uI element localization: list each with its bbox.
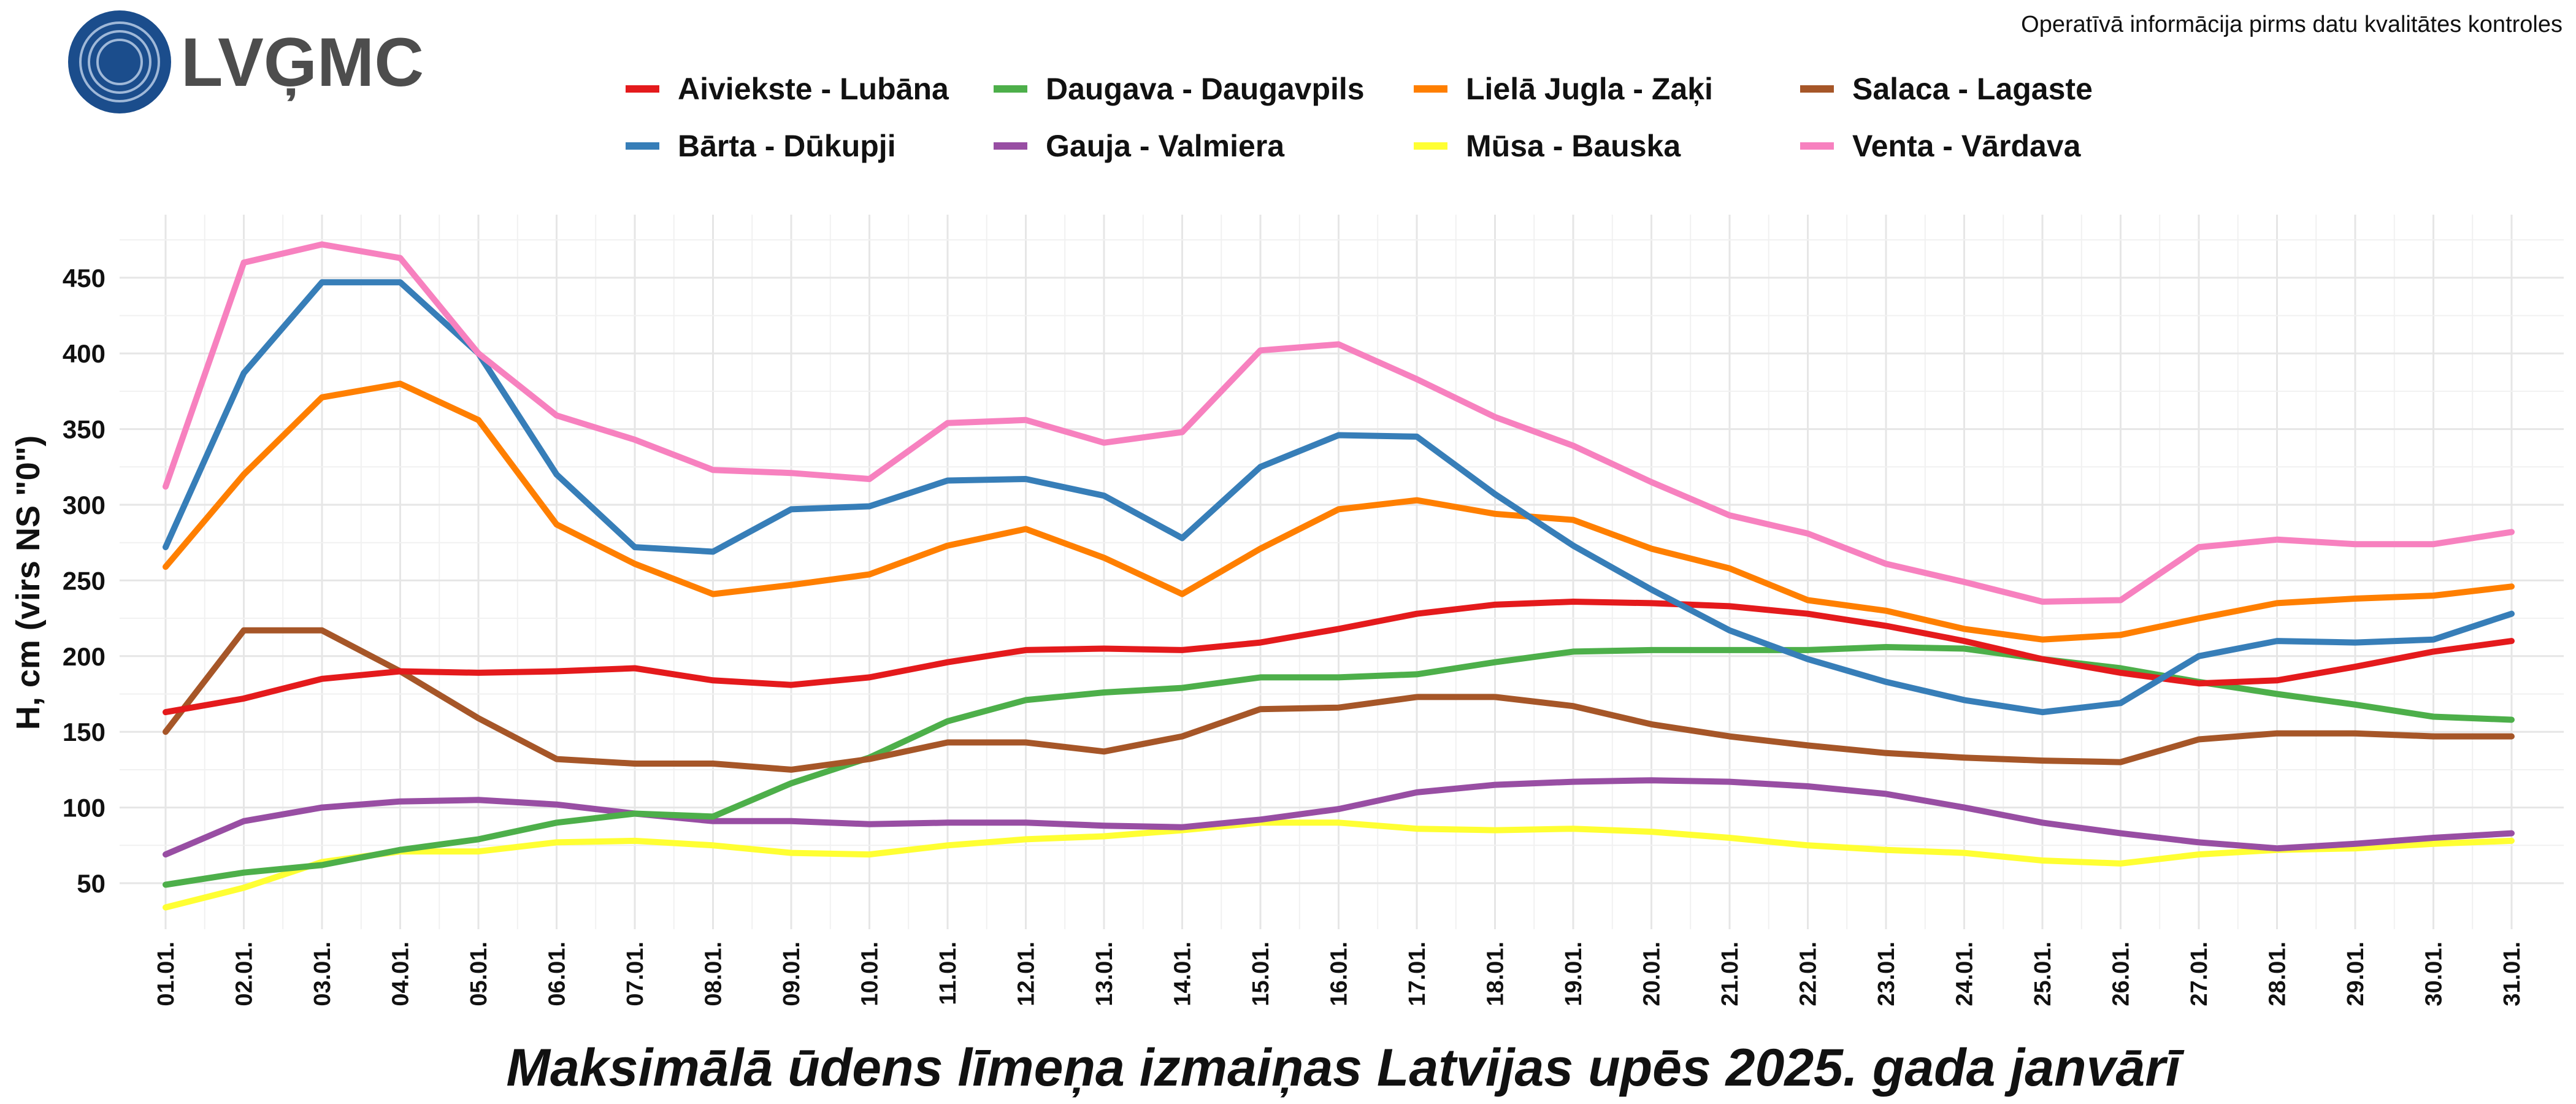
legend-label-salaca-lagaste: Salaca - Lagaste	[1852, 72, 2093, 106]
y-axis-label: H, cm (virs NS "0")	[10, 435, 47, 730]
series-line-gauja-valmiera	[163, 777, 2515, 858]
x-tick-label: 25.01.	[2030, 941, 2056, 1006]
y-tick-label: 350	[63, 415, 105, 444]
series-line-daugava-daugavpils	[163, 644, 2515, 888]
x-tick-label: 03.01.	[310, 941, 335, 1006]
series-line-aiviekste-lubana	[163, 599, 2515, 716]
x-tick-label: 14.01.	[1170, 941, 1196, 1006]
y-tick-label: 300	[63, 491, 105, 519]
x-tick-label: 17.01.	[1405, 941, 1430, 1006]
x-tick-label: 10.01.	[857, 941, 883, 1006]
x-tick-label: 09.01.	[779, 941, 805, 1006]
y-tick-label: 400	[63, 339, 105, 368]
series-line-barta-dukupji	[163, 279, 2515, 716]
x-tick-label: 02.01.	[232, 941, 258, 1006]
legend-label-aiviekste-lubana: Aiviekste - Lubāna	[678, 72, 949, 106]
series-line-liela-jugla-zaki	[163, 380, 2515, 643]
y-tick-label: 150	[63, 718, 105, 746]
y-tick-label: 100	[63, 794, 105, 822]
legend-label-barta-dukupji: Bārta - Dūkupji	[678, 129, 896, 163]
series-lines	[163, 241, 2515, 911]
y-axis-ticks: 50 100 150 200 250 300 350 400 450	[63, 264, 105, 898]
x-tick-label: 04.01.	[388, 941, 414, 1006]
x-tick-label: 01.01.	[153, 941, 179, 1006]
y-tick-label: 50	[77, 869, 105, 898]
x-tick-label: 11.01.	[935, 941, 961, 1005]
logo-icon	[68, 10, 171, 113]
x-tick-label: 13.01.	[1092, 941, 1117, 1006]
x-tick-label: 06.01.	[545, 941, 570, 1006]
x-tick-label: 05.01.	[466, 941, 492, 1006]
legend-label-liela-jugla-zaki: Lielā Jugla - Zaķi	[1466, 72, 1713, 106]
legend: Aiviekste - Lubāna Bārta - Dūkupji Daugava…	[626, 72, 2093, 163]
chart-title: Maksimālā ūdens līmeņa izmaiņas Latvijas…	[506, 1038, 2184, 1097]
x-tick-label: 18.01.	[1483, 941, 1509, 1006]
grid	[120, 215, 2564, 929]
x-tick-label: 08.01.	[701, 941, 727, 1006]
series-line-musa-bauska	[163, 819, 2515, 911]
legend-label-daugava-daugavpils: Daugava - Daugavpils	[1046, 72, 1365, 106]
x-tick-label: 30.01.	[2421, 941, 2447, 1006]
x-tick-label: 24.01.	[1952, 941, 1978, 1006]
series-line-venta-vardava	[163, 241, 2515, 605]
x-tick-label: 23.01.	[1874, 941, 1899, 1006]
x-tick-label: 12.01.	[1014, 941, 1040, 1006]
disclaimer-note: Operatīvā informācija pirms datu kvalitā…	[2021, 12, 2563, 37]
x-tick-label: 31.01.	[2499, 941, 2525, 1006]
x-tick-label: 28.01.	[2265, 941, 2291, 1006]
x-tick-label: 29.01.	[2343, 941, 2369, 1006]
x-tick-label: 19.01.	[1561, 941, 1587, 1006]
x-tick-label: 27.01.	[2187, 941, 2212, 1006]
y-tick-label: 250	[63, 566, 105, 595]
logo: LVĢMC	[68, 10, 424, 113]
x-axis-ticks: 01.01. 02.01. 03.01. 04.01. 05.01. 06.01. 07.0…	[153, 941, 2525, 1006]
logo-text: LVĢMC	[181, 24, 424, 101]
x-tick-label: 21.01.	[1717, 941, 1743, 1006]
y-tick-label: 450	[63, 264, 105, 293]
x-tick-label: 26.01.	[2109, 941, 2134, 1006]
y-tick-label: 200	[63, 642, 105, 671]
x-tick-label: 07.01.	[623, 941, 648, 1006]
x-tick-label: 16.01.	[1327, 941, 1352, 1006]
x-tick-label: 22.01.	[1796, 941, 1822, 1006]
legend-label-venta-vardava: Venta - Vārdava	[1852, 129, 2082, 163]
x-tick-label: 20.01.	[1639, 941, 1665, 1006]
legend-label-musa-bauska: Mūsa - Bauska	[1466, 129, 1681, 163]
legend-label-gauja-valmiera: Gauja - Valmiera	[1046, 129, 1285, 163]
series-line-salaca-lagaste	[163, 627, 2515, 773]
x-tick-label: 15.01.	[1248, 941, 1274, 1006]
